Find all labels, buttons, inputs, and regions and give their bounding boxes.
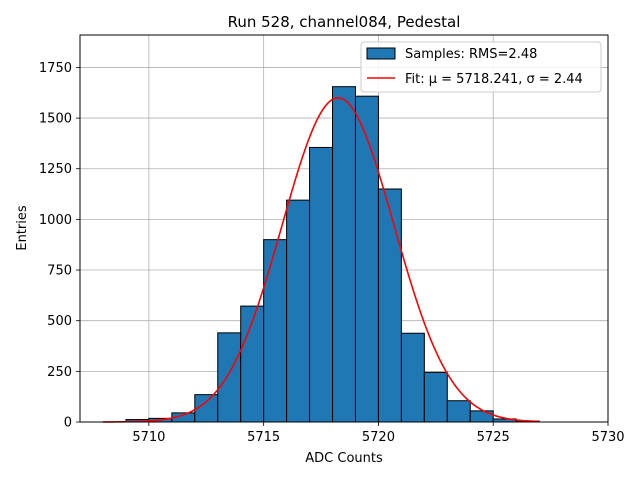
x-axis-label: ADC Counts bbox=[305, 451, 383, 466]
axes-frame bbox=[79, 34, 609, 423]
histogram-bar bbox=[309, 146, 334, 423]
y-tick-label: 1750 bbox=[39, 61, 72, 76]
x-tick-label: 5710 bbox=[132, 430, 165, 445]
legend-swatch-samples bbox=[366, 47, 396, 60]
histogram-bar bbox=[354, 95, 379, 423]
histogram-bar bbox=[332, 86, 356, 423]
legend-box bbox=[360, 41, 602, 93]
y-tick-label: 500 bbox=[47, 314, 72, 329]
legend-label-samples: Samples: RMS=2.48 bbox=[405, 47, 537, 62]
chart-title: Run 528, channel084, Pedestal bbox=[228, 13, 461, 31]
histogram-bar bbox=[217, 332, 242, 423]
y-tick-label: 250 bbox=[47, 365, 72, 380]
x-tick-label: 5725 bbox=[477, 430, 510, 445]
y-axis-ticks: 0 250 500 750 1000 1250 1500 1750 bbox=[39, 61, 80, 431]
histogram-bar bbox=[263, 239, 288, 423]
x-axis-ticks: 5710 5715 5720 5725 5730 bbox=[132, 422, 625, 445]
y-axis-label: Entries bbox=[15, 205, 30, 251]
x-tick-label: 5730 bbox=[591, 430, 624, 445]
legend: Samples: RMS=2.48 Fit: μ = 5718.241, σ =… bbox=[360, 41, 602, 93]
histogram-bar bbox=[400, 332, 425, 423]
y-tick-label: 1250 bbox=[39, 162, 72, 177]
histogram-bar bbox=[423, 371, 448, 423]
y-tick-label: 0 bbox=[64, 416, 72, 431]
histogram-bar bbox=[286, 199, 311, 423]
histogram-bar bbox=[377, 188, 402, 423]
x-tick-label: 5720 bbox=[362, 430, 395, 445]
legend-label-fit: Fit: μ = 5718.241, σ = 2.44 bbox=[405, 72, 583, 87]
fit-curve bbox=[102, 97, 540, 423]
x-tick-label: 5715 bbox=[247, 430, 280, 445]
y-tick-label: 750 bbox=[47, 264, 72, 279]
histogram-bar bbox=[469, 410, 494, 423]
histogram-bar bbox=[446, 400, 471, 423]
y-tick-label: 1000 bbox=[39, 213, 72, 228]
y-tick-label: 1500 bbox=[39, 112, 72, 127]
